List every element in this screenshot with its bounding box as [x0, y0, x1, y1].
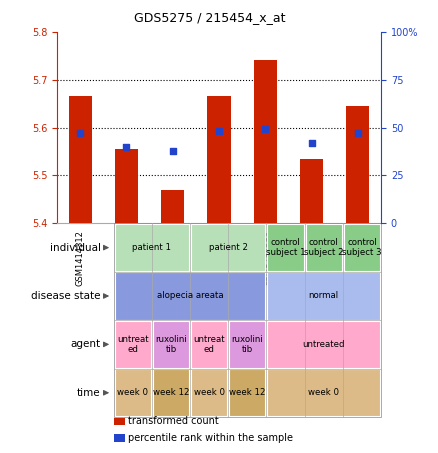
Text: ruxolini
tib: ruxolini tib [232, 335, 263, 354]
Text: week 12: week 12 [153, 388, 189, 397]
Bar [344, 224, 380, 271]
Text: untreat
ed: untreat ed [193, 335, 225, 354]
Text: control
subject 1: control subject 1 [266, 238, 305, 257]
Bar [306, 224, 342, 271]
Bar [191, 369, 227, 416]
Point [123, 143, 130, 150]
Bar [268, 369, 380, 416]
Bar [191, 321, 227, 368]
Text: time: time [77, 388, 101, 398]
Text: week 0: week 0 [194, 388, 225, 397]
Bar [268, 273, 380, 319]
Bar [115, 149, 138, 223]
Bar [114, 418, 125, 425]
Bar [346, 106, 370, 223]
Text: week 0: week 0 [117, 388, 148, 397]
Text: GDS5275 / 215454_x_at: GDS5275 / 215454_x_at [134, 11, 286, 24]
Bar [229, 321, 265, 368]
Bar [208, 96, 230, 223]
Point [308, 139, 315, 146]
Bar [115, 369, 151, 416]
Text: agent: agent [71, 339, 101, 349]
Text: control
subject 3: control subject 3 [342, 238, 382, 257]
Text: week 0: week 0 [308, 388, 339, 397]
Point [169, 147, 176, 154]
Point [354, 130, 361, 137]
Text: transformed count: transformed count [128, 416, 219, 426]
Text: untreated: untreated [303, 340, 345, 349]
Text: disease state: disease state [31, 291, 101, 301]
Bar [114, 434, 125, 442]
Bar [268, 224, 304, 271]
Bar [254, 60, 277, 223]
Bar [300, 159, 323, 223]
Text: patient 2: patient 2 [209, 243, 248, 252]
Text: patient 1: patient 1 [132, 243, 171, 252]
Bar [153, 369, 189, 416]
Point [262, 126, 269, 133]
Bar [114, 223, 381, 417]
Bar [161, 190, 184, 223]
Bar [229, 369, 265, 416]
Text: normal: normal [309, 291, 339, 300]
Bar [191, 224, 265, 271]
Bar [268, 321, 380, 368]
Bar [115, 224, 189, 271]
Point [215, 128, 223, 135]
Bar [153, 321, 189, 368]
Bar [115, 321, 151, 368]
Bar [68, 96, 92, 223]
Text: week 12: week 12 [229, 388, 265, 397]
Text: percentile rank within the sample: percentile rank within the sample [128, 434, 293, 443]
Text: untreat
ed: untreat ed [117, 335, 148, 354]
Text: control
subject 2: control subject 2 [304, 238, 343, 257]
Text: ruxolini
tib: ruxolini tib [155, 335, 187, 354]
Bar [115, 273, 265, 319]
Text: alopecia areata: alopecia areata [157, 291, 223, 300]
Text: individual: individual [49, 243, 101, 253]
Point [77, 130, 84, 137]
